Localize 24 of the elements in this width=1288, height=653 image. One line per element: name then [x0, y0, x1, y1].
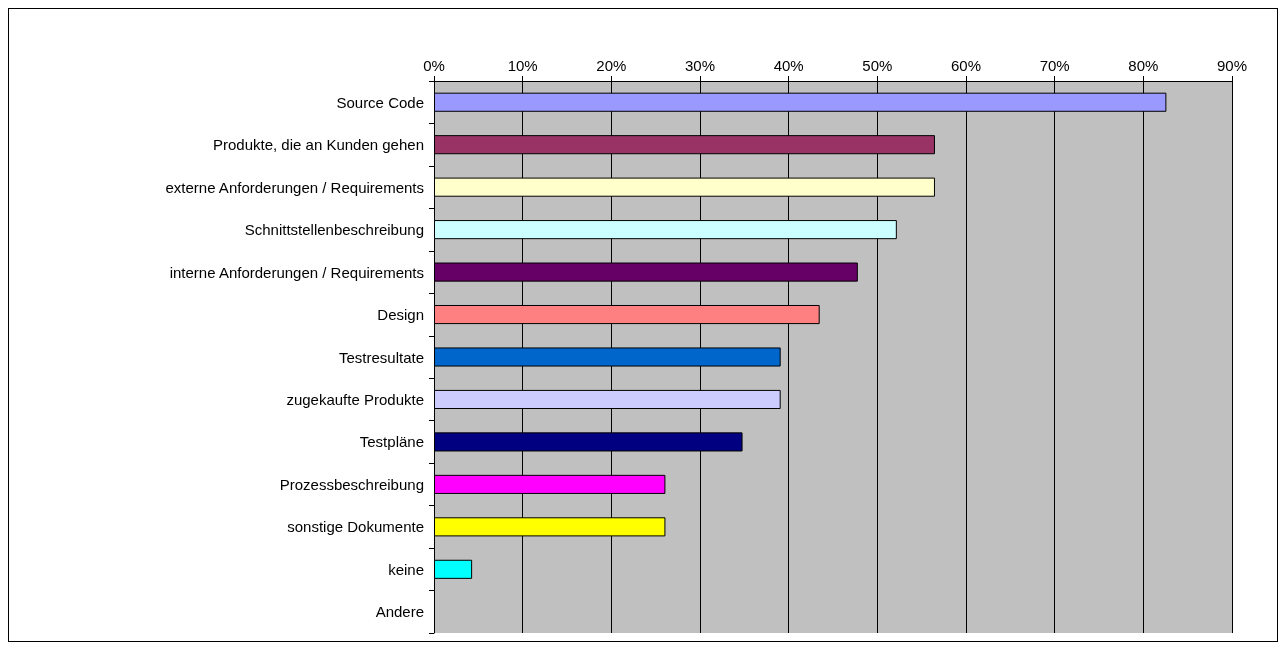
y-tick-label: keine	[388, 560, 424, 578]
bar	[434, 559, 473, 579]
y-tick-label: sonstige Dokumente	[287, 518, 424, 536]
x-tick-label: 40%	[773, 57, 804, 74]
x-tick-label: 90%	[1216, 57, 1248, 74]
x-tick-label: 10%	[507, 57, 538, 74]
y-tick-label: Schnittstellenbeschreibung	[244, 221, 424, 239]
x-tick-label: 70%	[1039, 57, 1070, 74]
x-tick-label: 80%	[1128, 57, 1159, 74]
y-tick-label: Design	[377, 306, 424, 324]
y-tick-label: Prozessbeschreibung	[279, 475, 424, 493]
y-tick-label: Andere	[375, 603, 424, 621]
x-tick-label: 0%	[423, 57, 445, 74]
y-tick-label: Testpläne	[359, 433, 424, 451]
x-tick-label: 50%	[862, 57, 893, 74]
x-tick-label: 30%	[684, 57, 716, 74]
y-tick-label: Testresultate	[338, 348, 424, 366]
y-tick-label: externe Anforderungen / Requirements	[165, 178, 424, 196]
x-tick-label: 60%	[950, 57, 982, 74]
y-tick-label: interne Anforderungen / Requirements	[169, 263, 424, 281]
y-tick-label: zugekaufte Produkte	[286, 390, 424, 408]
x-tick-label: 20%	[596, 57, 627, 74]
y-tick-label: Source Code	[336, 93, 424, 111]
y-tick-label: Produkte, die an Kunden gehen	[212, 136, 424, 154]
